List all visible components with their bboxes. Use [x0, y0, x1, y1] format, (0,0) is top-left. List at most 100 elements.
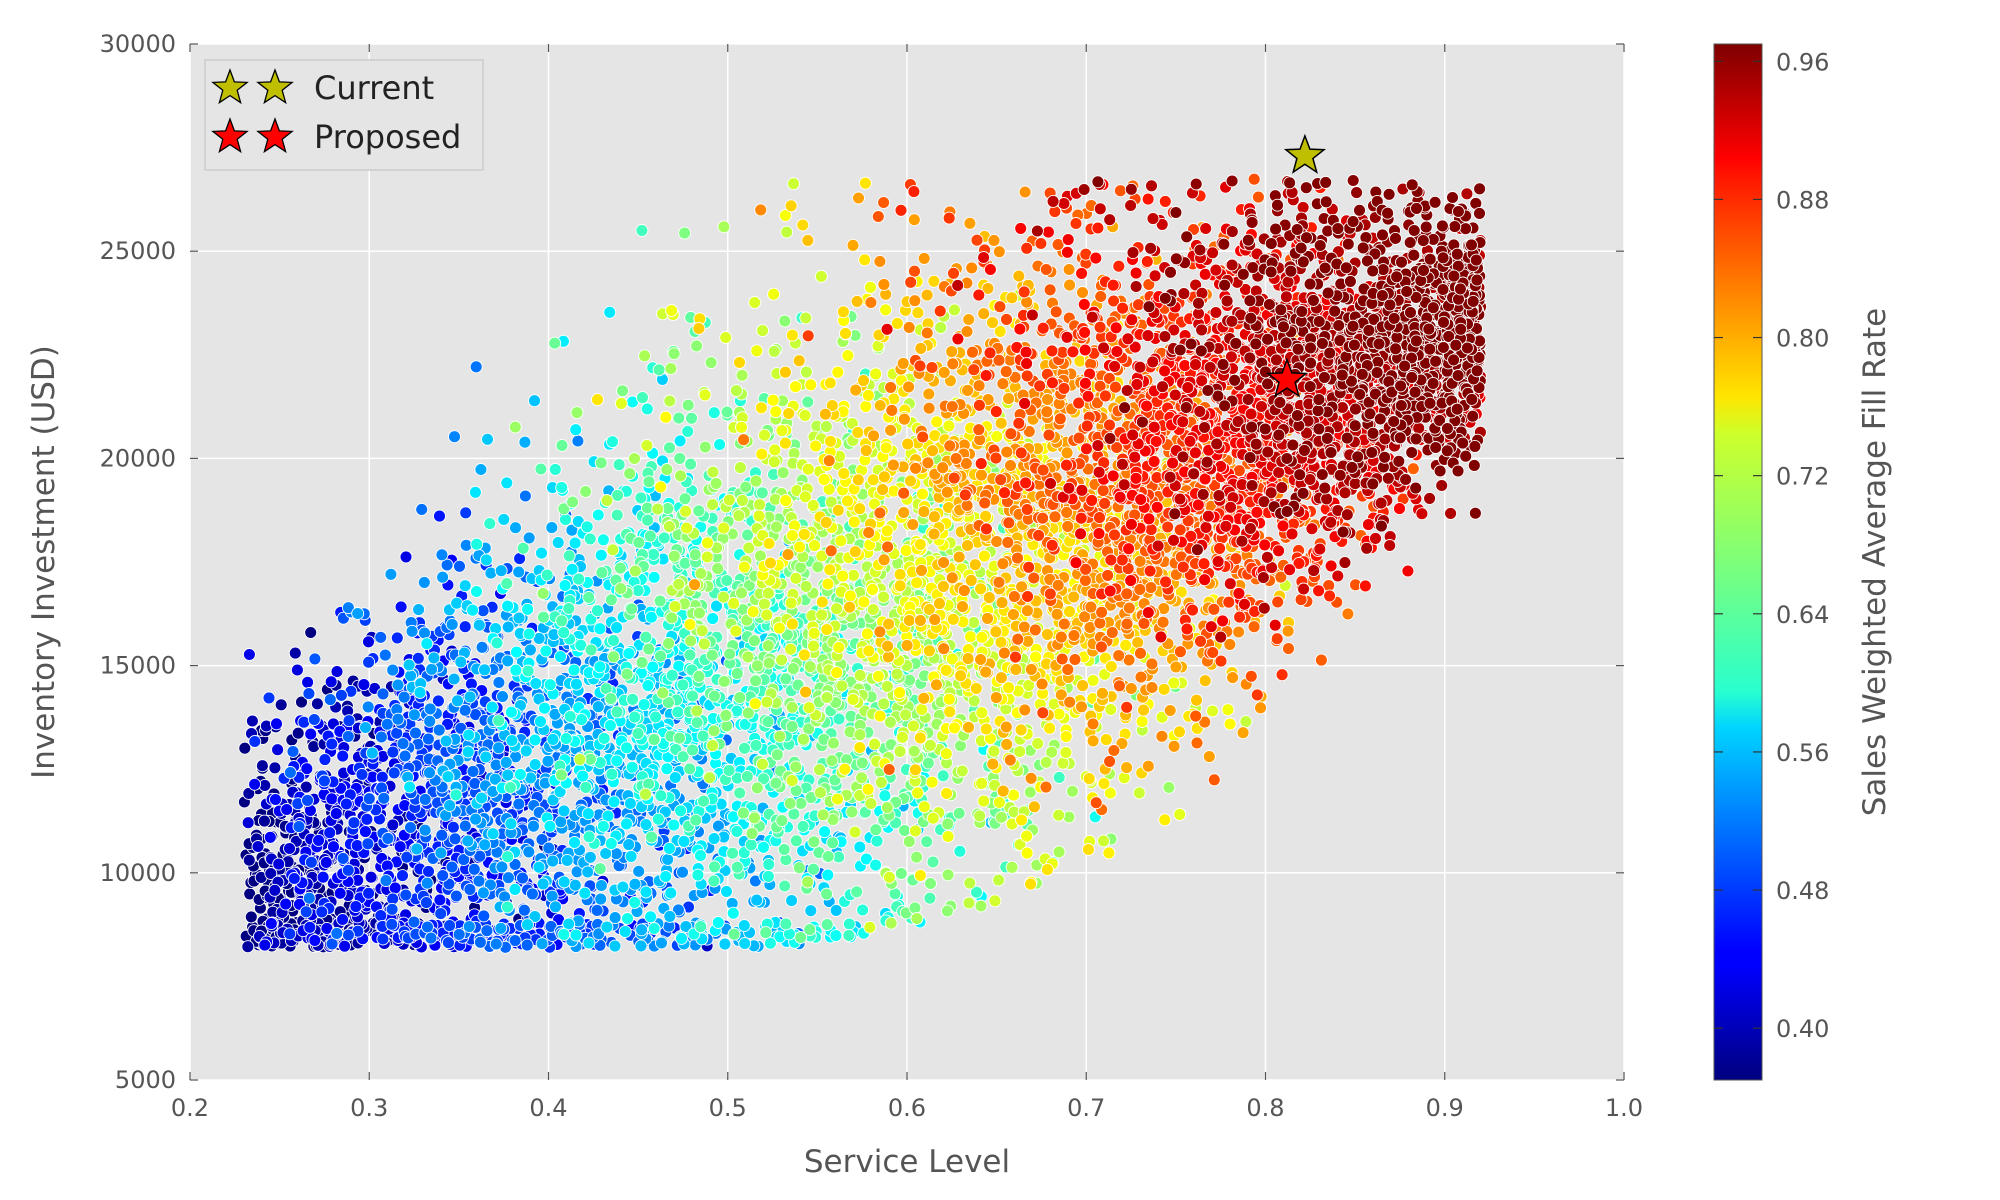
scatter-point: [557, 927, 571, 941]
scatter-point: [967, 616, 981, 629]
scatter-point: [323, 826, 337, 840]
scatter-point: [706, 739, 719, 753]
scatter-point: [964, 630, 978, 644]
scatter-point: [815, 608, 829, 622]
scatter-point: [866, 582, 879, 596]
scatter-point: [778, 879, 792, 893]
scatter-point: [361, 700, 375, 714]
scatter-point: [279, 897, 293, 911]
scatter-point: [584, 643, 598, 657]
scatter-point: [640, 402, 654, 416]
scatter-point: [678, 556, 692, 570]
scatter-point: [698, 440, 712, 454]
scatter-point: [681, 424, 695, 438]
scatter-point: [676, 865, 689, 879]
scatter-point: [847, 568, 860, 582]
scatter-point: [534, 715, 547, 728]
scatter-point: [1013, 745, 1027, 759]
scatter-point: [720, 884, 733, 898]
scatter-point: [513, 767, 527, 781]
scatter-point: [675, 931, 688, 945]
scatter-point: [963, 876, 977, 890]
scatter-point: [620, 817, 633, 831]
scatter-point: [288, 646, 302, 660]
scatter-point: [821, 850, 835, 863]
scatter-point: [581, 865, 595, 879]
scatter-point: [407, 915, 421, 929]
scatter-point: [815, 595, 829, 609]
scatter-point: [770, 520, 783, 534]
scatter-point: [923, 891, 937, 905]
scatter-point: [600, 920, 614, 934]
scatter-point: [415, 502, 429, 516]
scatter-point: [785, 719, 799, 733]
scatter-point: [703, 771, 717, 785]
scatter-point: [826, 836, 840, 850]
scatter-point: [357, 678, 371, 692]
scatter-point: [689, 813, 703, 827]
scatter-point: [591, 508, 605, 522]
scatter-point: [853, 741, 867, 754]
scatter-point: [417, 575, 431, 589]
scatter-point: [398, 749, 412, 763]
scatter-point: [272, 857, 286, 871]
scatter-point: [941, 868, 955, 882]
scatter-point: [349, 900, 363, 914]
scatter-point: [409, 726, 422, 740]
scatter-point: [848, 825, 862, 839]
scatter-point: [690, 716, 704, 729]
scatter-point: [412, 603, 426, 617]
scatter-point: [245, 714, 259, 728]
scatter-point: [562, 602, 576, 615]
scatter-point: [863, 920, 877, 934]
scatter-point: [953, 844, 967, 858]
scatter-point: [635, 655, 649, 669]
scatter-point: [738, 741, 751, 755]
scatter-point: [638, 349, 652, 363]
scatter-point: [446, 820, 460, 834]
scatter-point: [501, 900, 514, 914]
scatter-point: [631, 727, 645, 741]
scatter-point: [528, 758, 542, 771]
scatter-point: [821, 577, 835, 591]
scatter-point: [355, 768, 369, 781]
scatter-point: [647, 922, 661, 935]
scatter-point: [807, 862, 820, 876]
scatter-point: [879, 441, 893, 455]
scatter-point: [707, 406, 721, 420]
scatter-point: [780, 225, 794, 239]
scatter-point: [580, 520, 594, 534]
scatter-point: [794, 796, 808, 810]
scatter-point: [330, 926, 344, 940]
scatter-point: [621, 912, 634, 925]
scatter-point: [291, 726, 305, 740]
scatter-point: [1104, 660, 1118, 673]
scatter-point: [974, 899, 988, 913]
scatter-point: [829, 929, 843, 943]
scatter-point: [859, 399, 873, 413]
scatter-point: [836, 569, 850, 583]
scatter-point: [628, 452, 641, 466]
scatter-point: [804, 904, 818, 918]
scatter-point: [1056, 756, 1070, 770]
scatter-point: [317, 774, 331, 788]
scatter-point: [548, 336, 562, 350]
scatter-point: [1097, 834, 1110, 848]
scatter-point: [841, 349, 855, 363]
scatter-point: [549, 900, 562, 914]
scatter-point: [853, 840, 867, 854]
scatter-point: [735, 586, 748, 600]
scatter-point: [610, 508, 624, 522]
scatter-point: [264, 917, 278, 931]
scatter-point: [1024, 877, 1038, 891]
scatter-point: [494, 564, 508, 578]
scatter-point: [683, 762, 697, 776]
scatter-point: [813, 763, 826, 777]
scatter-point: [757, 840, 770, 854]
scatter-point: [361, 837, 375, 851]
scatter-point: [292, 820, 306, 834]
scatter-point: [684, 457, 698, 471]
scatter-point: [1223, 717, 1237, 731]
scatter-point: [700, 550, 714, 564]
scatter-point: [683, 648, 697, 662]
